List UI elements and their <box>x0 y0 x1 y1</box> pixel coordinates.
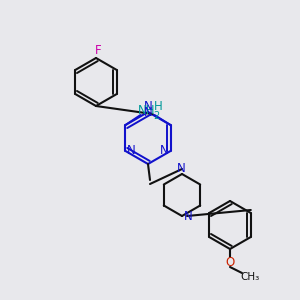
Text: NH: NH <box>138 104 155 118</box>
Text: CH₃: CH₃ <box>240 272 260 282</box>
Text: 2: 2 <box>153 111 160 121</box>
Text: N: N <box>184 211 192 224</box>
Text: O: O <box>225 256 235 269</box>
Text: N: N <box>177 163 185 176</box>
Text: N: N <box>144 100 152 113</box>
Text: N: N <box>127 145 136 158</box>
Text: H: H <box>154 100 163 112</box>
Text: N: N <box>144 106 153 118</box>
Text: N: N <box>160 145 169 158</box>
Text: F: F <box>95 44 101 56</box>
